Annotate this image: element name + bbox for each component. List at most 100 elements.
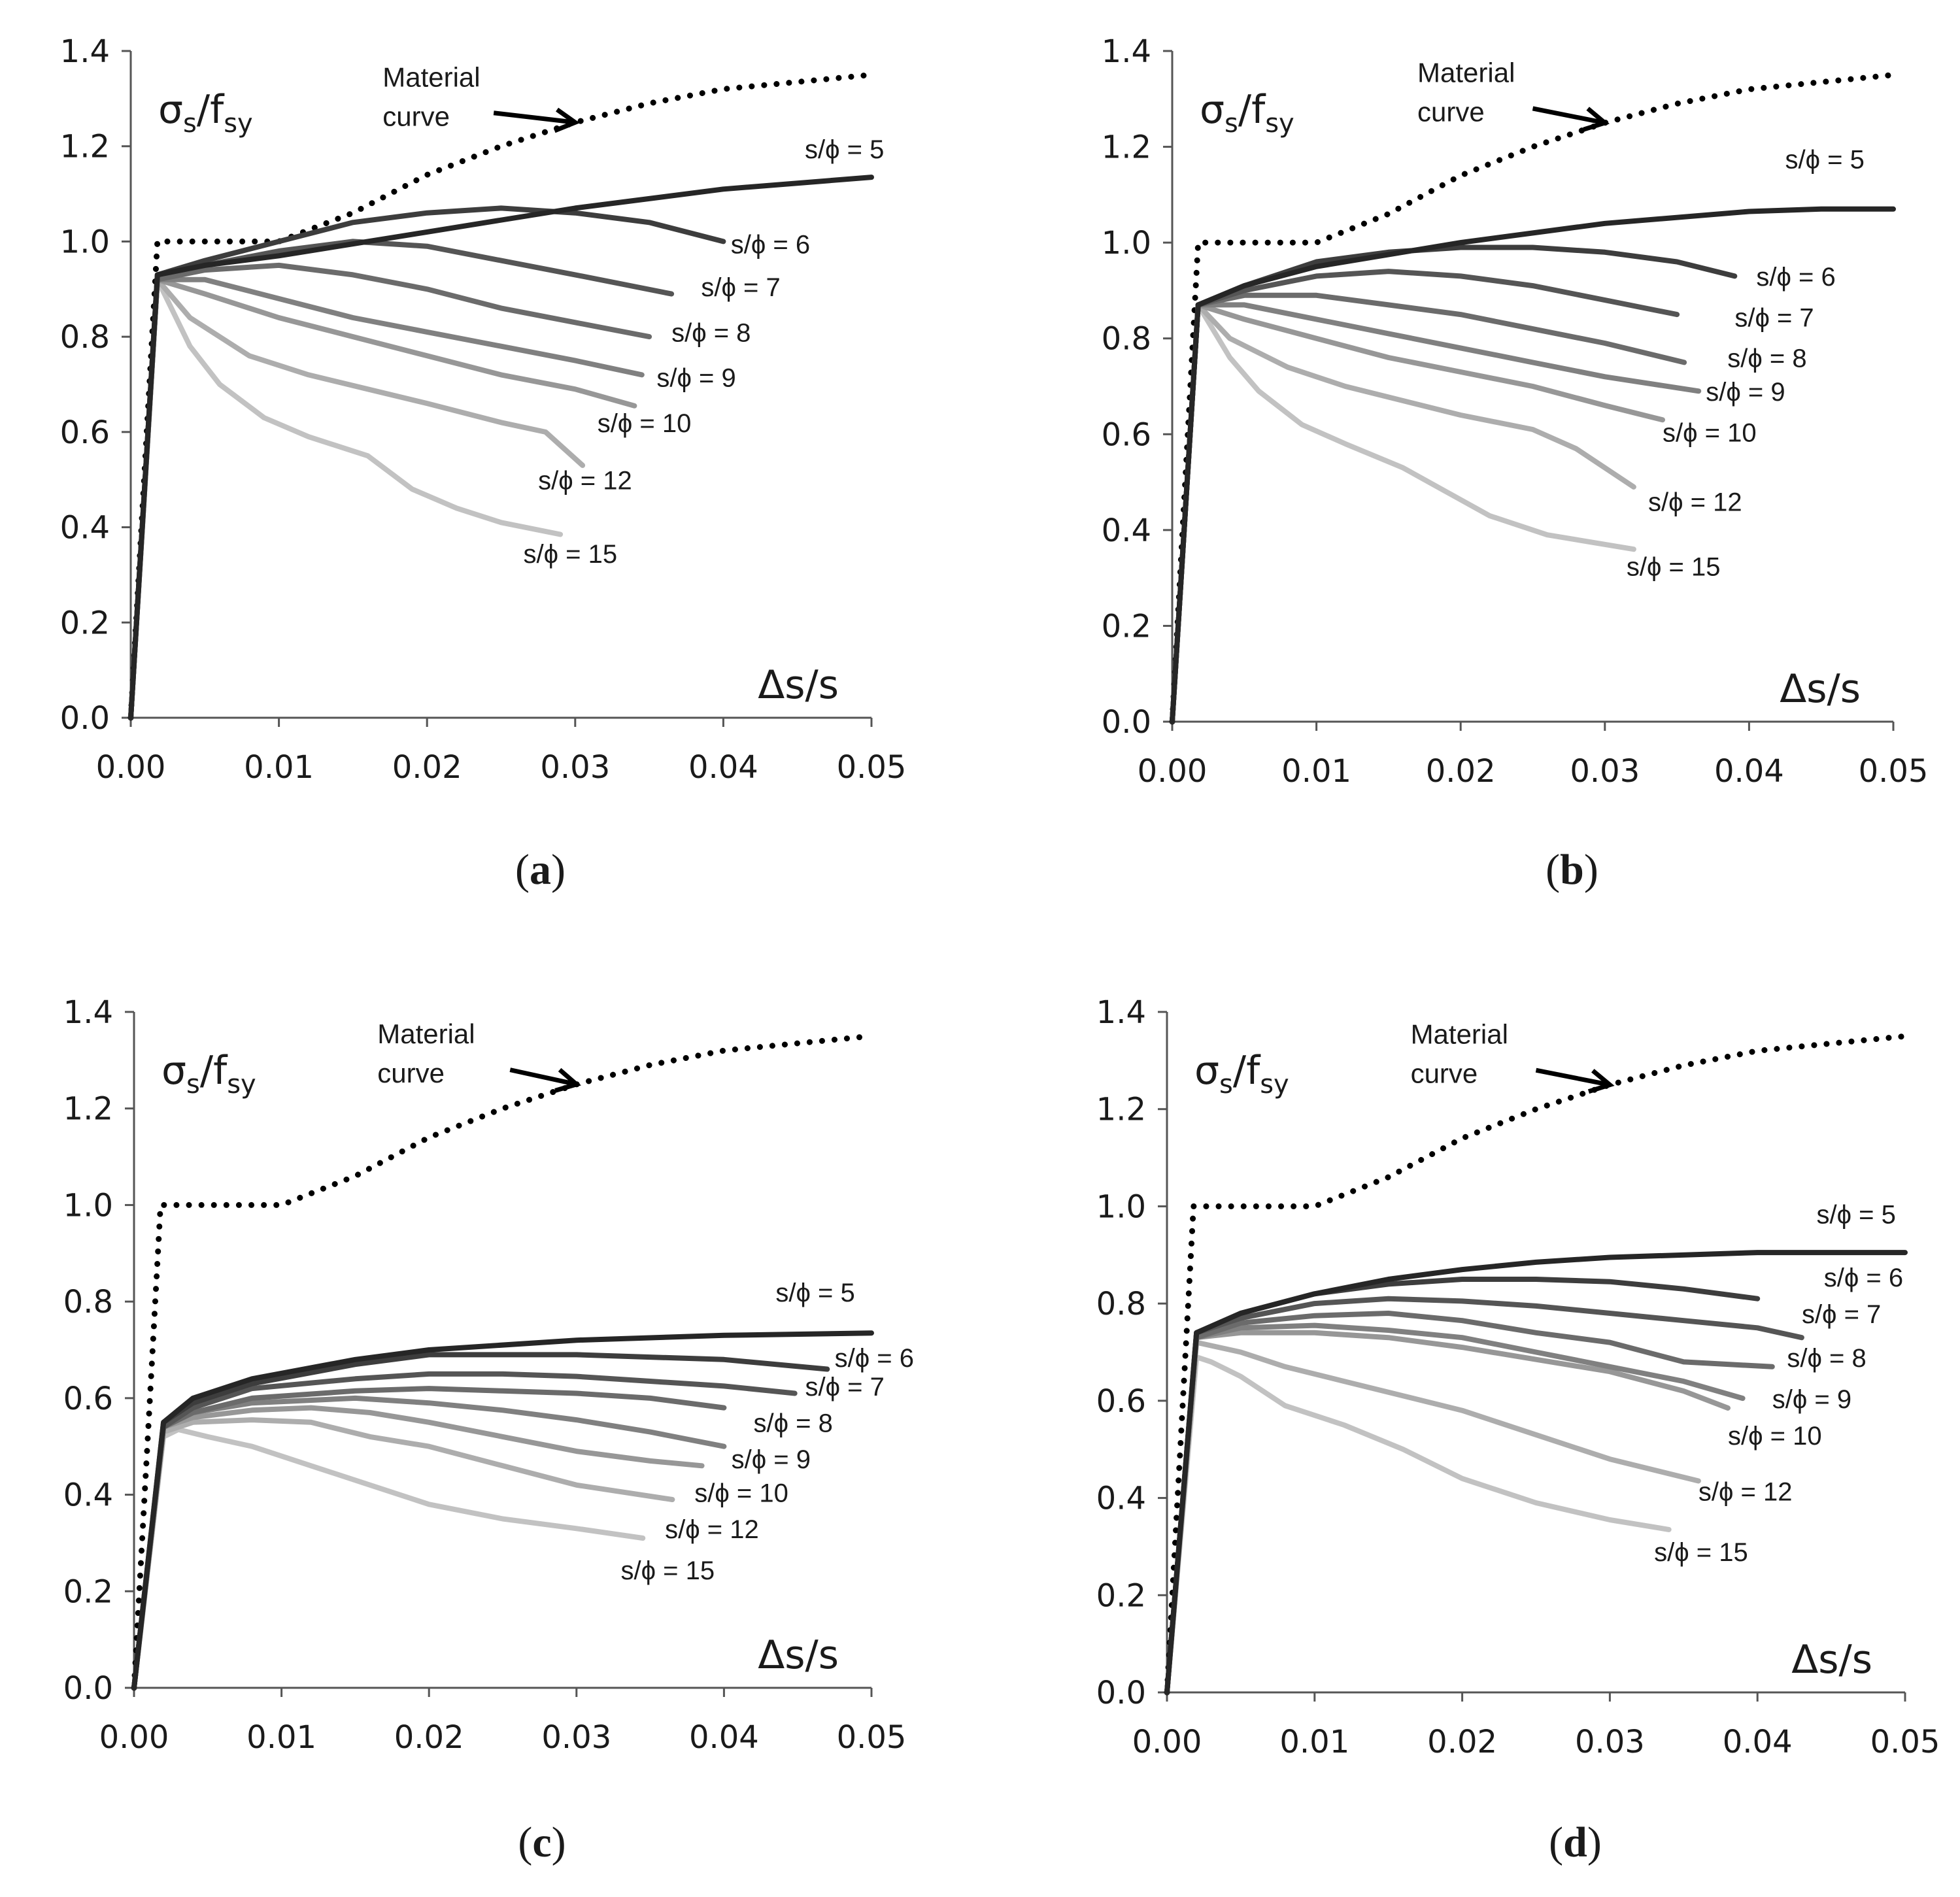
x-tick-label: 0.02 [1426, 753, 1496, 790]
y-tick-label: 0.0 [1102, 704, 1151, 741]
panel-caption: (a) [515, 846, 566, 894]
series-label-s8: s/ϕ = 8 [754, 1409, 833, 1438]
x-tick-label: 0.05 [837, 749, 907, 786]
y-tick-label: 0.2 [1102, 608, 1151, 645]
panel-caption-part: ) [1584, 846, 1598, 894]
x-tick-label: 0.00 [1138, 753, 1208, 790]
series-line-s5 [1170, 206, 1896, 724]
material-annotation-line1: Material [1417, 58, 1515, 88]
material-annotation-line1: Material [1411, 1018, 1508, 1049]
panel-caption: (b) [1546, 846, 1598, 894]
x-tick-label: 0.01 [1279, 1724, 1349, 1760]
y-axis-label-part: /f [1233, 1048, 1261, 1094]
y-tick-label: 0.6 [1096, 1383, 1146, 1420]
x-tick-label: 0.01 [246, 1719, 316, 1756]
y-tick-label: 0.2 [1096, 1577, 1146, 1614]
series-label-s15: s/ϕ = 15 [1654, 1538, 1748, 1567]
y-axis-label-part: s [186, 1069, 200, 1100]
y-axis-label: σs/fsy [158, 87, 253, 139]
series-line-s15 [1164, 1354, 1672, 1695]
panel-caption-part: b [1560, 846, 1584, 894]
y-tick-label: 0.2 [60, 605, 110, 641]
series-line-s10 [131, 1405, 705, 1690]
series-label-s10: s/ϕ = 10 [1663, 418, 1757, 447]
series-line-s9 [128, 277, 645, 720]
series-line-s15 [128, 277, 564, 720]
panel-b: 0.0 0.2 0.4 0.6 0.8 1.0 1.2 1.4 0.00 0.01 0.02 0.03… [1102, 33, 1929, 894]
series-line-s10 [128, 277, 637, 720]
series-label-s7: s/ϕ = 7 [805, 1373, 884, 1402]
panel-caption-part: ) [1587, 1819, 1602, 1866]
panel-a: 0.0 0.2 0.4 0.6 0.8 1.0 1.2 1.4 0.00 0.01 0.02 0.03… [60, 33, 907, 894]
x-tick-label: 0.04 [1714, 753, 1784, 790]
series-line-s10 [1164, 1330, 1731, 1695]
series-label-s10: s/ϕ = 10 [1728, 1422, 1822, 1451]
y-tick-label: 1.2 [1102, 129, 1151, 166]
material-curve [131, 1033, 875, 1691]
material-arrow-shaft [509, 1067, 577, 1087]
series-label-s6: s/ϕ = 6 [1824, 1264, 1903, 1292]
series-line-s12 [1170, 302, 1636, 724]
x-tick-label: 0.03 [540, 749, 610, 786]
y-axis-label-part: /f [200, 1048, 228, 1094]
x-tick-label: 0.00 [1132, 1724, 1202, 1760]
x-tick-label: 0.01 [1281, 753, 1351, 790]
y-tick-label: 1.4 [1096, 994, 1146, 1031]
series-line-s8 [128, 262, 652, 720]
series-line-s15 [1170, 302, 1636, 724]
series-line-s6 [1164, 1277, 1761, 1695]
material-annotation-line1: Material [377, 1018, 475, 1049]
series-label-s12: s/ϕ = 12 [1648, 488, 1742, 517]
y-axis-label-part: s [1225, 109, 1238, 139]
x-tick-label: 0.00 [99, 1719, 169, 1756]
series-line-s12 [128, 277, 586, 720]
y-tick-label: 0.4 [63, 1477, 113, 1514]
series-line-s9 [1164, 1322, 1746, 1695]
series-label-s7: s/ϕ = 7 [1802, 1300, 1881, 1329]
y-tick-label: 0.0 [63, 1670, 113, 1707]
x-tick-label: 0.02 [394, 1719, 464, 1756]
series-label-s15: s/ϕ = 15 [1627, 552, 1721, 581]
material-arrow-shaft [1532, 106, 1606, 126]
material-arrow-shaft [493, 110, 576, 125]
y-axis-label-part: /f [1238, 87, 1266, 133]
x-tick-label: 0.05 [1870, 1724, 1940, 1760]
y-axis-label: σs/fsy [1194, 1048, 1289, 1100]
y-tick-label: 1.2 [1096, 1092, 1146, 1128]
panel-caption-part: ( [1546, 846, 1560, 894]
panel-caption-part: c [532, 1819, 551, 1866]
series-label-s5: s/ϕ = 5 [1785, 146, 1865, 175]
material-arrow-shaft [1535, 1067, 1611, 1087]
x-tick-label: 0.00 [96, 749, 166, 786]
material-annotation-line2: curve [1411, 1058, 1478, 1088]
x-tick-label: 0.04 [689, 1719, 759, 1756]
series-label-s8: s/ϕ = 8 [671, 318, 751, 347]
material-annotation-line2: curve [1417, 97, 1485, 127]
x-tick-label: 0.04 [688, 749, 758, 786]
series-label-s7: s/ϕ = 7 [701, 273, 780, 302]
panel-caption-part: ) [552, 1819, 566, 1866]
y-tick-label: 0.0 [60, 700, 110, 737]
series-line-s12 [131, 1417, 675, 1690]
panel-caption-part: ( [515, 846, 530, 894]
series-label-s6: s/ϕ = 6 [1756, 263, 1835, 292]
y-tick-label: 0.0 [1096, 1675, 1146, 1711]
y-axis-label-part: /f [197, 87, 225, 133]
series-label-s8: s/ϕ = 8 [1787, 1344, 1866, 1373]
y-axis-label-part: sy [1260, 1069, 1289, 1100]
panels-group: 0.0 0.2 0.4 0.6 0.8 1.0 1.2 1.4 0.00 0.01 0.02 0.03… [60, 33, 1940, 1866]
x-axis-label: Δs/s [1780, 666, 1861, 712]
material-arrow-head [554, 1067, 581, 1093]
series-label-s9: s/ϕ = 9 [1772, 1385, 1851, 1414]
series-label-s10: s/ϕ = 10 [694, 1479, 788, 1508]
series-label-s15: s/ϕ = 15 [523, 540, 617, 569]
y-tick-label: 0.8 [1096, 1286, 1146, 1322]
x-tick-label: 0.02 [1427, 1724, 1497, 1760]
panel-caption-part: ( [1549, 1819, 1563, 1866]
y-tick-label: 1.0 [60, 224, 110, 260]
x-tick-label: 0.03 [1575, 1724, 1645, 1760]
y-axis-label: σs/fsy [161, 1048, 256, 1100]
panel-caption: (d) [1549, 1819, 1602, 1866]
y-tick-label: 0.4 [1096, 1481, 1146, 1517]
